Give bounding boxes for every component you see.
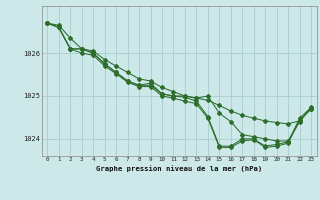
X-axis label: Graphe pression niveau de la mer (hPa): Graphe pression niveau de la mer (hPa) xyxy=(96,165,262,172)
